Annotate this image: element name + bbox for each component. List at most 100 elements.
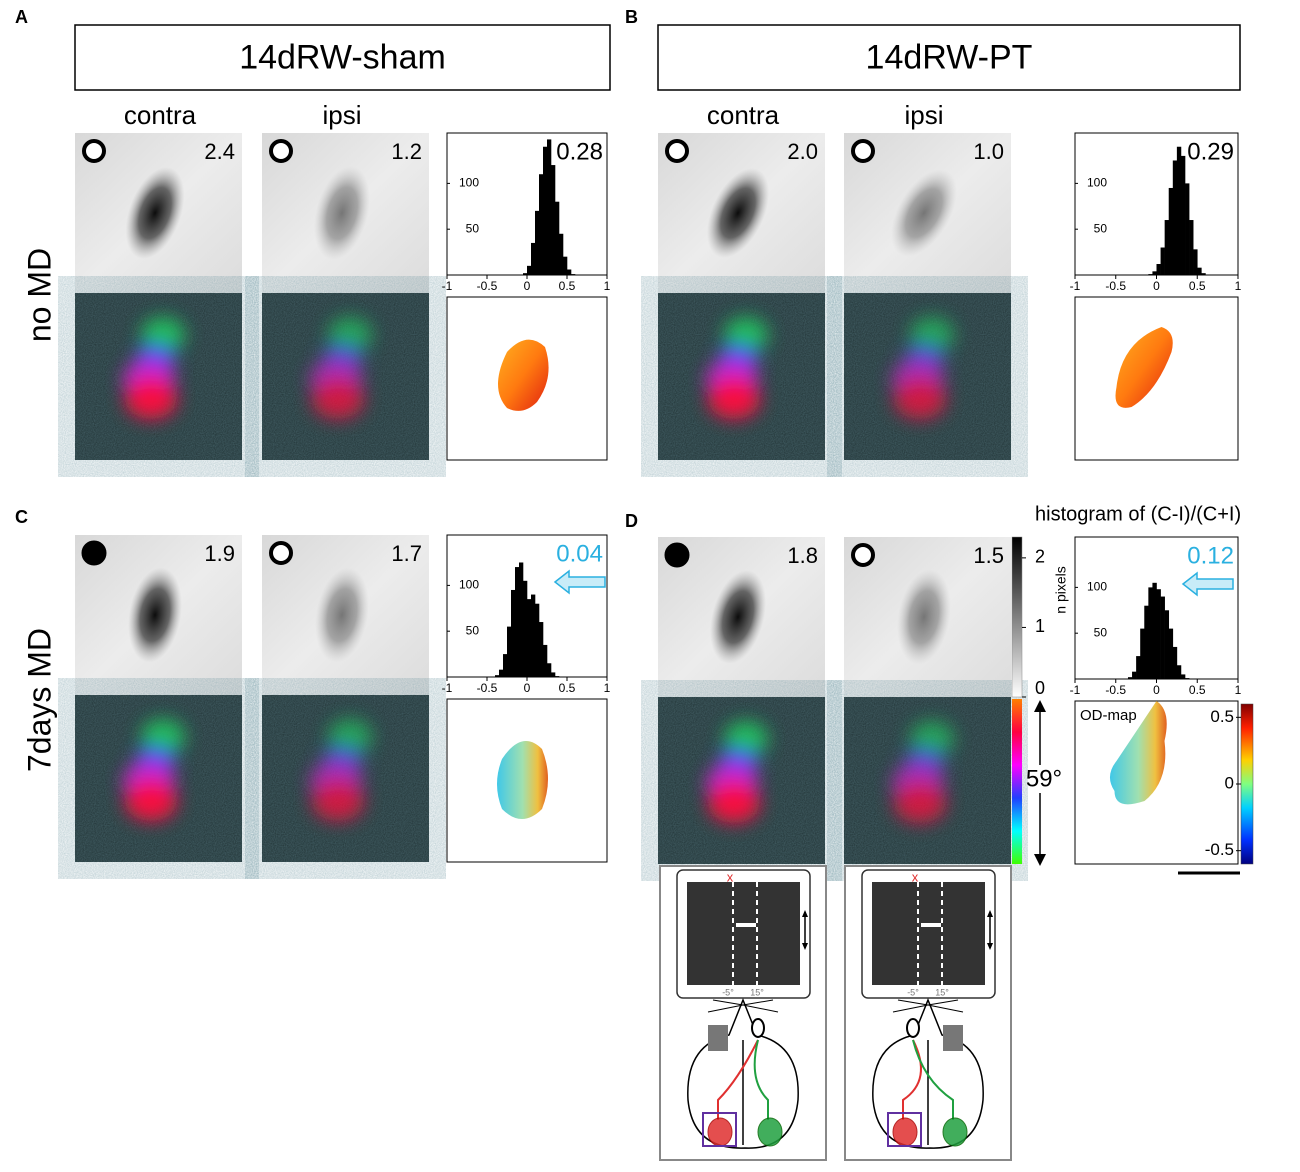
phase-blob — [312, 781, 364, 821]
visual-cortex — [707, 1117, 733, 1147]
od-map — [497, 741, 548, 819]
histogram-bar — [1180, 155, 1186, 275]
colorbar-tick-label: 0 — [1035, 678, 1045, 698]
phase-blob — [125, 781, 177, 821]
eye-occluder — [943, 1025, 963, 1051]
histogram-bar — [1168, 628, 1174, 679]
angle-label: 15° — [935, 987, 949, 997]
histogram-frame — [1074, 132, 1239, 276]
x-tick-label: 0 — [1153, 279, 1160, 293]
visual-cortex — [892, 1117, 918, 1147]
response-blob — [125, 167, 185, 259]
histogram-bar — [555, 676, 560, 677]
phase-blob — [910, 317, 954, 353]
x-tick-label: 0 — [1153, 683, 1160, 697]
x-tick-label: 0.5 — [559, 279, 576, 293]
screen — [872, 882, 985, 985]
histogram-bar — [1185, 183, 1190, 275]
phase-blob — [894, 783, 946, 823]
row-label: 7days MD — [21, 628, 57, 772]
imaging-roi — [887, 1112, 922, 1147]
title-box — [74, 24, 611, 91]
histogram-bar — [1160, 247, 1165, 275]
histogram-bar — [539, 622, 544, 677]
histogram-bar — [1176, 665, 1182, 679]
phase-blob — [708, 783, 760, 823]
od-map — [498, 339, 549, 411]
histogram-bar — [507, 626, 512, 677]
column-label: contra — [707, 100, 780, 130]
histogram-bar — [551, 672, 556, 677]
colorbar-tick-label: 1 — [1035, 616, 1045, 636]
whisker — [742, 999, 774, 1006]
histogram-bar — [503, 654, 508, 677]
eye — [906, 1018, 920, 1038]
y-tick-label: 100 — [459, 176, 479, 190]
angle-label: -5° — [907, 987, 919, 997]
phase-blob — [312, 379, 364, 419]
fixation-marker: x — [727, 869, 734, 884]
histogram-bar — [563, 256, 568, 275]
screen — [687, 882, 800, 985]
angle-label: -5° — [722, 987, 734, 997]
histogram-bar — [555, 201, 560, 275]
column-label: contra — [124, 100, 197, 130]
histogram-bar — [1140, 628, 1145, 679]
whisker — [712, 999, 744, 1006]
amplitude-value: 2.0 — [787, 139, 818, 164]
phase-blob — [708, 379, 760, 419]
phase-blob — [141, 719, 185, 755]
histogram-bar — [1189, 220, 1194, 275]
response-blob — [128, 567, 182, 663]
phase-blobs — [310, 317, 372, 419]
histogram-bar — [1168, 187, 1174, 275]
histogram-bar — [1152, 271, 1157, 275]
x-tick-label: -0.5 — [1105, 683, 1126, 697]
histogram-bar — [1164, 610, 1170, 679]
stimulus-bar — [921, 923, 941, 927]
x-tick-label: 1 — [604, 681, 611, 695]
colorbar-tick-label: -0.5 — [1205, 840, 1234, 859]
histogram-frame — [446, 132, 608, 276]
phase-blob — [894, 379, 946, 419]
amplitude-value: 1.5 — [973, 543, 1004, 568]
od-map — [1115, 327, 1173, 408]
y-tick-label: 50 — [1094, 221, 1108, 235]
phase-blob — [724, 317, 768, 353]
histogram-bar — [1185, 678, 1190, 679]
amplitude-value: 1.0 — [973, 139, 1004, 164]
phase-blobs — [892, 317, 954, 419]
x-tick-label: -1 — [442, 681, 453, 695]
histogram-bar — [567, 269, 572, 275]
response-blob — [891, 169, 957, 257]
y-tick-label: 100 — [1087, 580, 1107, 594]
histogram-bar — [1156, 589, 1161, 679]
y-tick-label: 50 — [1094, 625, 1108, 639]
histogram-bar — [1193, 249, 1198, 275]
histogram-bar — [1164, 220, 1170, 275]
colorbar-tick-label: 2 — [1035, 547, 1045, 567]
histogram-bar — [535, 603, 540, 677]
phase-blobs — [123, 317, 185, 419]
whisker — [892, 1004, 929, 1013]
phase-blob — [724, 721, 768, 757]
visual-cortex — [942, 1117, 968, 1147]
phase-blob — [910, 721, 954, 757]
histogram-bar — [1156, 264, 1161, 275]
histogram-bar — [539, 174, 544, 275]
panel-label: C — [15, 507, 28, 527]
phase-colorbar — [1012, 699, 1022, 864]
x-tick-label: 0.5 — [559, 681, 576, 695]
histogram-bar — [527, 599, 532, 677]
histogram-bar — [547, 139, 552, 275]
mouse-outline — [687, 997, 799, 1149]
histogram-bar — [1172, 646, 1178, 679]
response-blob — [315, 567, 369, 663]
panel-title: 14dRW-sham — [239, 38, 446, 76]
eye — [751, 1018, 765, 1038]
phase-blobs — [706, 317, 768, 419]
histogram-bar — [559, 233, 564, 275]
colorbar-tick-label: 0 — [1225, 773, 1234, 792]
response-blob — [313, 166, 371, 260]
histogram-bar — [535, 210, 540, 275]
